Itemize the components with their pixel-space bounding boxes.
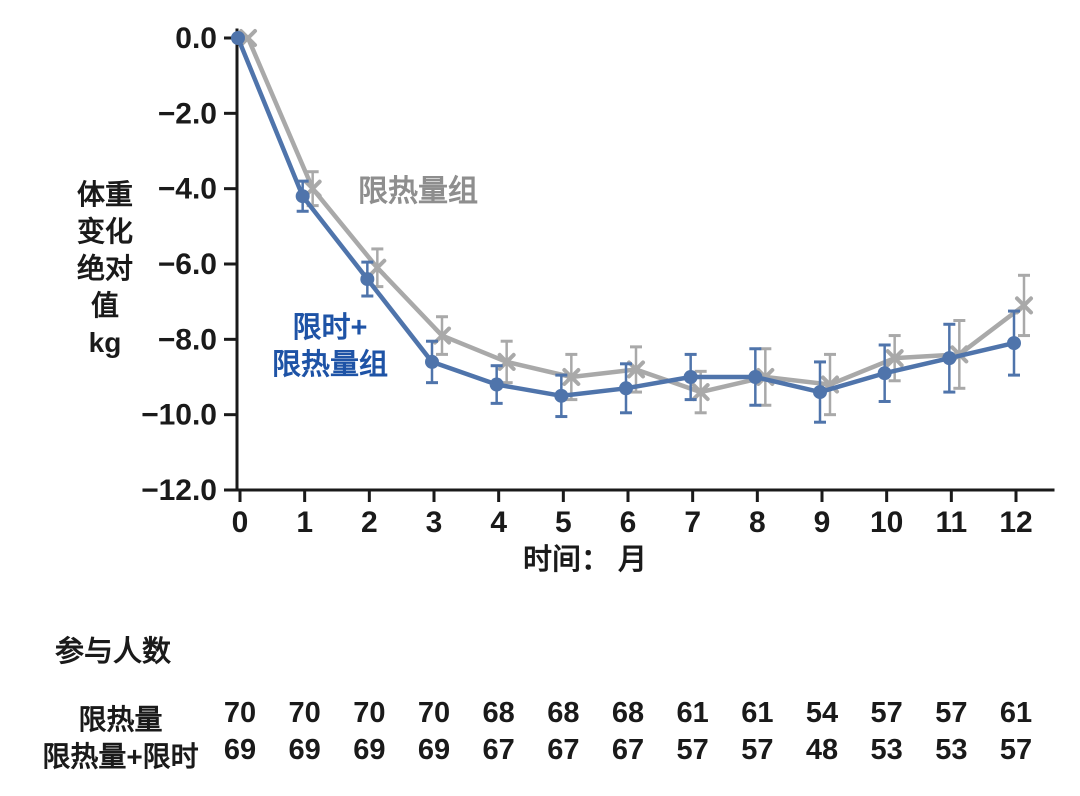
x-tick-label: 12	[999, 506, 1032, 539]
participant-count: 57	[935, 697, 968, 729]
participant-count: 70	[417, 697, 451, 729]
x-marker	[368, 258, 387, 277]
x-tick-label: 1	[296, 506, 313, 539]
y-tick-label: −12.0	[141, 474, 217, 507]
x-marker	[691, 383, 710, 402]
participant-count: 67	[547, 734, 580, 766]
participants-heading: 参与人数	[55, 636, 172, 668]
y-axis-label-line: 绝对	[76, 253, 133, 284]
x-tick-label: 2	[361, 506, 378, 539]
participant-count: 70	[288, 697, 321, 729]
x-marker	[562, 368, 581, 386]
x-axis-label: 时间： 月	[522, 544, 648, 576]
x-tick-label: 3	[426, 506, 443, 539]
participant-count: 69	[353, 734, 386, 766]
participant-count: 67	[611, 734, 645, 766]
x-marker	[627, 360, 645, 379]
participant-count: 57	[999, 734, 1033, 766]
y-tick-label: −10.0	[141, 399, 217, 432]
y-axis-label-line: kg	[88, 327, 122, 358]
y-axis-label-line: 变化	[76, 216, 133, 247]
y-tick-label: −8.0	[158, 323, 217, 356]
participant-count: 57	[741, 734, 774, 766]
row-label-calorie-restriction-plus-time: 限热量+限时	[42, 741, 199, 772]
participant-count: 69	[288, 734, 321, 766]
x-tick-label: 6	[620, 506, 637, 539]
participant-count: 53	[935, 734, 968, 766]
gray-series-label: 限热量组	[358, 175, 478, 208]
x-marker	[756, 368, 775, 386]
x-marker	[239, 29, 257, 47]
circle-marker	[942, 351, 957, 366]
participant-count: 68	[547, 697, 580, 729]
x-tick-label: 5	[555, 506, 572, 539]
participant-count: 69	[223, 734, 257, 766]
participant-count: 54	[805, 697, 839, 729]
y-tick-label: 0.0	[175, 22, 217, 55]
y-axis-label: 体重 变化 绝对 值 kg	[58, 176, 152, 361]
circle-marker	[748, 370, 763, 384]
blue-series-label: 限时+ 限热量组	[252, 310, 408, 384]
participant-count: 70	[353, 697, 386, 729]
participant-count: 53	[870, 734, 903, 766]
circle-marker	[554, 388, 569, 403]
x-marker	[885, 349, 904, 368]
participant-count: 61	[676, 697, 709, 729]
y-tick-label: −2.0	[158, 97, 217, 130]
blue-series-label-line1: 限时+	[292, 312, 368, 344]
circle-marker	[683, 370, 698, 384]
participant-count: 48	[805, 734, 839, 766]
y-tick-label: −4.0	[158, 173, 217, 206]
participant-count: 61	[999, 697, 1033, 729]
participant-count: 68	[482, 697, 515, 729]
participant-count: 69	[417, 734, 451, 766]
participant-count: 67	[482, 734, 515, 766]
weight-change-chart: 0.0−2.0−4.0−6.0−8.0−10.0−12.00 1 2 3 4 5 6 7 8 9 1…	[141, 22, 1055, 539]
y-tick-label: −6.0	[158, 248, 217, 281]
participant-count: 57	[676, 734, 709, 766]
x-tick-label: 7	[684, 506, 701, 539]
participant-count: 61	[741, 697, 774, 729]
circle-marker	[295, 189, 310, 204]
participant-count: 68	[611, 697, 645, 729]
x-tick-label: 9	[814, 506, 831, 539]
y-axis-label-line: 值	[90, 290, 119, 321]
participant-count: 70	[223, 697, 257, 729]
x-tick-label: 10	[870, 506, 903, 539]
x-tick-label: 11	[935, 506, 967, 539]
participant-count: 57	[870, 697, 903, 729]
circle-marker	[619, 381, 633, 396]
y-axis-label-line: 体重	[76, 179, 133, 210]
circle-marker	[360, 272, 375, 287]
circle-marker	[425, 354, 439, 369]
circle-marker	[1007, 336, 1021, 351]
circle-marker	[877, 366, 892, 381]
row-label-calorie-restriction: 限热量	[78, 704, 163, 735]
circle-marker	[231, 31, 245, 45]
x-tick-label: 0	[232, 506, 249, 539]
blue-series-label-line2: 限热量组	[271, 349, 388, 381]
x-tick-label: 4	[490, 506, 507, 539]
circle-marker	[813, 385, 827, 400]
x-tick-label: 8	[749, 506, 766, 539]
circle-marker	[489, 377, 504, 392]
